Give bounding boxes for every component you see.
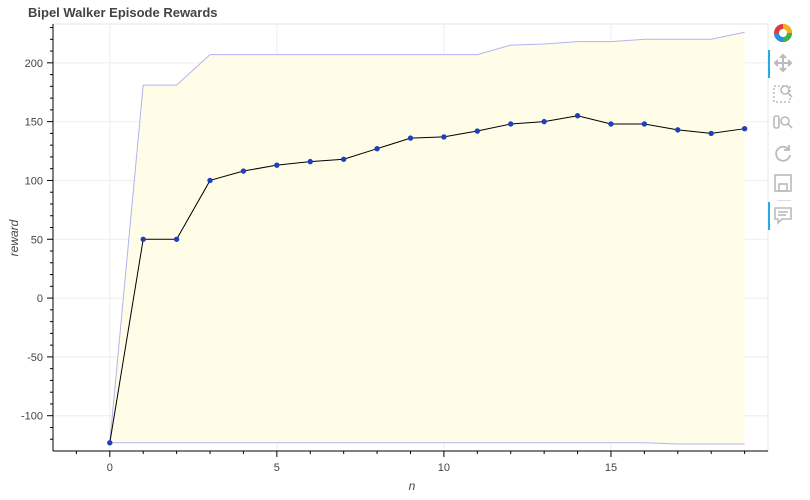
- reward-point[interactable]: [675, 127, 681, 133]
- reward-point[interactable]: [274, 162, 280, 168]
- y-tick-label: 50: [31, 234, 43, 246]
- reward-point[interactable]: [508, 121, 514, 127]
- reward-point[interactable]: [574, 113, 581, 119]
- x-tick-label: 15: [605, 462, 617, 474]
- reward-point[interactable]: [474, 128, 481, 134]
- reward-point[interactable]: [374, 145, 380, 152]
- reward-point[interactable]: [608, 121, 614, 127]
- bokeh-logo-icon[interactable]: [772, 22, 798, 48]
- reward-point[interactable]: [441, 134, 447, 140]
- reward-line: [109, 115, 745, 443]
- reward-point[interactable]: [641, 121, 648, 127]
- reward-point[interactable]: [173, 236, 180, 242]
- reward-band-lower-line: [109, 442, 745, 445]
- reward-band-upper-line: [109, 31, 745, 443]
- hover-active-indicator: [768, 202, 770, 230]
- reward-point[interactable]: [407, 135, 414, 141]
- x-tick-label: 0: [107, 462, 113, 474]
- y-tick-label: 150: [25, 117, 43, 129]
- reward-point[interactable]: [240, 168, 247, 174]
- reward-band: [109, 31, 745, 445]
- save-tool-icon[interactable]: [772, 172, 798, 198]
- y-tick-label: -50: [27, 352, 43, 364]
- reward-point[interactable]: [207, 177, 213, 184]
- reward-line-layer: [107, 113, 748, 446]
- reward-point[interactable]: [340, 156, 347, 162]
- toolbar-separator: [777, 200, 791, 201]
- reward-point[interactable]: [107, 440, 113, 446]
- y-tick-label: 100: [25, 175, 43, 187]
- wheel-zoom-tool-icon[interactable]: [772, 112, 798, 138]
- reward-band-fill: [109, 32, 745, 444]
- y-tick-label: -100: [21, 411, 43, 423]
- x-axis-label: n: [409, 479, 416, 493]
- reward-point[interactable]: [307, 158, 313, 165]
- y-axis-label: reward: [7, 219, 21, 256]
- y-tick-label: 0: [37, 293, 43, 305]
- hover-tool-icon[interactable]: [772, 204, 798, 230]
- axes: [47, 24, 768, 457]
- chart-title: Bipel Walker Episode Rewards: [28, 5, 218, 20]
- pan-active-indicator: [768, 50, 770, 78]
- reward-point[interactable]: [741, 125, 748, 132]
- reward-point[interactable]: [708, 130, 714, 137]
- reset-tool-icon[interactable]: [772, 142, 798, 168]
- reward-point[interactable]: [541, 118, 547, 125]
- reward-point[interactable]: [140, 236, 146, 242]
- y-tick-label: 200: [25, 58, 43, 70]
- box-zoom-tool-icon[interactable]: [772, 82, 798, 108]
- pan-tool-icon[interactable]: [772, 52, 798, 78]
- x-tick-label: 5: [274, 462, 280, 474]
- x-tick-label: 10: [438, 462, 450, 474]
